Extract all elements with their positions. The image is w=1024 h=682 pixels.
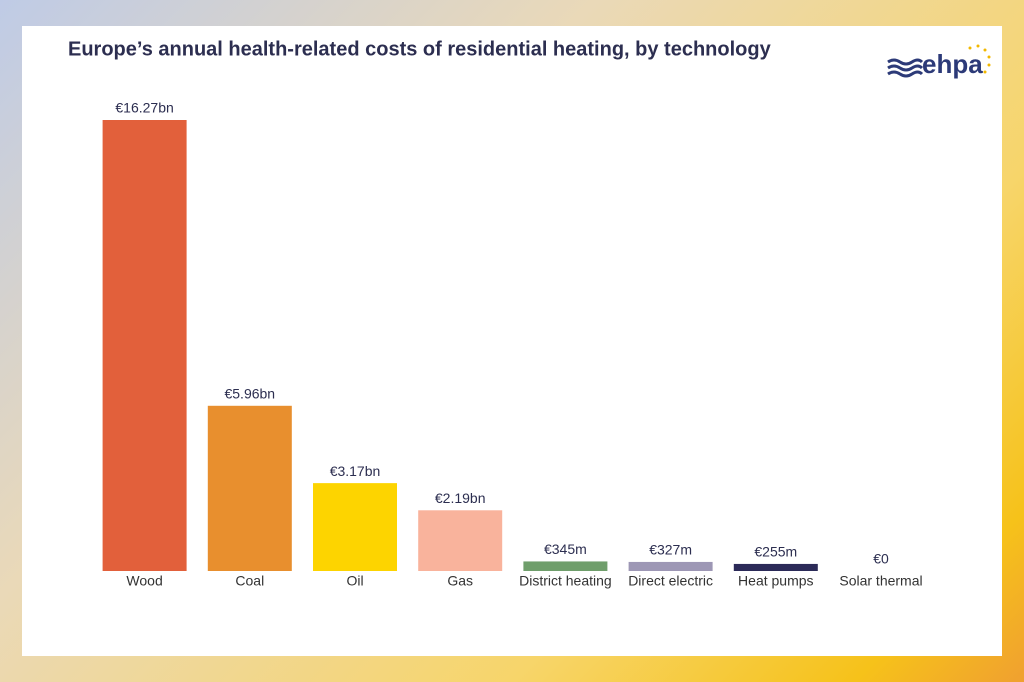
bar — [628, 561, 713, 571]
value-label: €0 — [873, 551, 889, 567]
value-label: €16.27bn — [115, 100, 173, 116]
value-label: €345m — [544, 541, 587, 557]
bar — [523, 561, 608, 571]
x-tick-label: Wood — [126, 573, 162, 589]
value-label: €3.17bn — [330, 463, 381, 479]
x-tick-label: Coal — [235, 573, 264, 589]
x-tick-label: Heat pumps — [738, 573, 813, 589]
value-label: €255m — [754, 544, 797, 560]
x-tick-label: Direct electric — [628, 573, 713, 589]
value-label: €5.96bn — [224, 385, 275, 401]
x-tick-label: Solar thermal — [839, 573, 922, 589]
bar — [102, 120, 187, 571]
bar — [313, 483, 397, 571]
logo-icon — [887, 58, 924, 78]
bar — [733, 563, 818, 571]
logo: ehpa — [922, 49, 983, 79]
bar — [207, 405, 292, 571]
value-label: €327m — [649, 542, 692, 558]
x-tick-label: Gas — [447, 573, 473, 589]
logo-stars — [968, 44, 991, 74]
value-label: €2.19bn — [435, 490, 486, 506]
chart-title: Europe’s annual health-related costs of … — [68, 38, 772, 60]
x-tick-label: District heating — [519, 573, 612, 589]
bar — [418, 510, 503, 571]
x-tick-label: Oil — [346, 573, 363, 589]
